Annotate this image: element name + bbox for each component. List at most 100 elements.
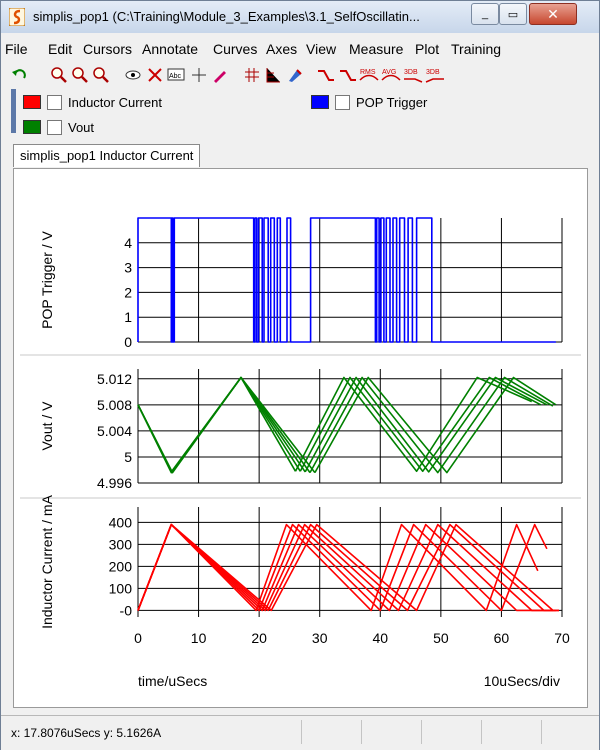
svg-text:3DB: 3DB — [404, 69, 418, 76]
y-tick-label: 4 — [124, 235, 132, 251]
rms-icon[interactable]: RMS — [359, 65, 379, 85]
y-tick-label: 5.008 — [97, 397, 132, 413]
minimize-button[interactable]: _ — [471, 3, 499, 25]
legend-item-inductor-current[interactable]: Inductor Current — [23, 93, 162, 111]
series-line — [137, 376, 306, 473]
simplis-app-icon — [9, 8, 25, 26]
x-tick-label: 30 — [312, 630, 328, 646]
y-tick-label: 2 — [124, 284, 132, 300]
svg-text:Abc: Abc — [169, 73, 182, 80]
x-axis-label: time/uSecs — [138, 673, 207, 689]
y-tick-label: 3 — [124, 260, 132, 276]
series-line — [137, 217, 556, 343]
series-line — [137, 523, 539, 612]
svg-text:3DB: 3DB — [426, 69, 440, 76]
y-tick-label: 5.004 — [97, 423, 132, 439]
pop-trigger-label: POP Trigger — [356, 94, 428, 110]
avg-icon[interactable]: AVG — [381, 65, 401, 85]
plot-panel-0: 0 1 2 3 4 POP Trigger / V — [39, 217, 563, 350]
plot-panel-2: -0 100 200 300 400 Inductor Current / mA — [39, 494, 563, 629]
plot-panel-1: 4.996 5 5.004 5.008 5.012 Vout / V — [39, 369, 563, 491]
eye-icon[interactable] — [123, 65, 143, 85]
menu-plot[interactable]: Plot — [415, 41, 440, 57]
menu-file[interactable]: File — [5, 41, 28, 57]
x-division-label: 10uSecs/div — [484, 673, 560, 689]
inductor-current-checkbox[interactable] — [47, 94, 62, 110]
paint-icon[interactable] — [285, 65, 305, 85]
waveform-chart[interactable]: 0 1 2 3 4 POP Trigger / V 4.996 5 5.004 5.008 5.01… — [14, 169, 587, 707]
menu-view[interactable]: View — [306, 41, 337, 57]
3db-high-icon[interactable]: 3DB — [425, 65, 445, 85]
vout-label: Vout — [68, 119, 95, 135]
maximize-button[interactable]: ▭ — [499, 3, 527, 25]
grid-icon[interactable] — [242, 65, 262, 85]
inductor-current-label: Inductor Current — [68, 94, 162, 110]
menu-axes[interactable]: Axes — [266, 41, 298, 57]
legend-scroll-handle[interactable] — [11, 89, 16, 133]
vout-swatch — [23, 120, 41, 134]
menu-cursors[interactable]: Cursors — [83, 41, 133, 57]
y-tick-label: 5.012 — [97, 371, 132, 387]
status-cell — [301, 720, 302, 744]
series-line — [294, 376, 533, 473]
status-cell — [421, 720, 422, 744]
x-tick-label: 20 — [251, 630, 267, 646]
curve-legend: Inductor Current POP Trigger Vout — [11, 89, 599, 137]
cursor-icon[interactable] — [189, 65, 209, 85]
x-tick-label: 0 — [134, 630, 142, 646]
x-tick-label: 70 — [554, 630, 570, 646]
delete-curve-icon[interactable] — [145, 65, 165, 85]
zoom-fit-icon[interactable] — [91, 65, 111, 85]
series-line — [309, 376, 554, 474]
tab-simplis-pop1-inductor-current[interactable]: simplis_pop1 Inductor Current — [13, 144, 201, 167]
menu-annotate[interactable]: Annotate — [142, 41, 199, 57]
menu-edit[interactable]: Edit — [48, 41, 73, 57]
inductor-current-swatch — [23, 95, 41, 109]
undo-arrow-icon[interactable] — [9, 65, 29, 85]
window-title: simplis_pop1 (C:\Training\Module_3_Examp… — [33, 9, 420, 24]
y-axis-label: Inductor Current / mA — [39, 494, 55, 628]
x-tick-label: 50 — [433, 630, 449, 646]
zoom-out-icon[interactable] — [70, 65, 90, 85]
edit-icon[interactable] — [210, 65, 230, 85]
legend-item-vout[interactable]: Vout — [23, 118, 94, 136]
axis-icon[interactable] — [263, 65, 283, 85]
y-tick-label: 200 — [109, 558, 133, 574]
status-cell — [541, 720, 542, 744]
x-tick-label: 40 — [372, 630, 388, 646]
3db-low-icon[interactable]: 3DB — [403, 65, 423, 85]
x-tick-label: 60 — [494, 630, 510, 646]
toolbar: Abc RMS AVG 3DB 3DB — [9, 65, 599, 87]
y-tick-label: 0 — [124, 334, 132, 350]
series-line — [304, 376, 548, 473]
series-line — [137, 523, 556, 612]
series-line — [137, 523, 559, 612]
title-bar[interactable]: simplis_pop1 (C:\Training\Module_3_Examp… — [1, 1, 599, 33]
y-tick-label: 100 — [109, 580, 133, 596]
svg-text:AVG: AVG — [382, 69, 396, 76]
y-axis-label: Vout / V — [39, 401, 55, 451]
y-tick-label: -0 — [120, 602, 133, 618]
menu-curves[interactable]: Curves — [213, 41, 258, 57]
pop-trigger-checkbox[interactable] — [335, 94, 350, 110]
cursor-readout: x: 17.8076uSecs y: 5.1626A — [11, 726, 162, 740]
menu-measure[interactable]: Measure — [349, 41, 404, 57]
zoom-in-icon[interactable] — [49, 65, 69, 85]
series-line — [137, 523, 559, 612]
y-axis-label: POP Trigger / V — [39, 230, 55, 328]
y-tick-label: 400 — [109, 514, 133, 530]
menu-training[interactable]: Training — [451, 41, 502, 57]
status-cell — [481, 720, 482, 744]
close-button[interactable]: ✕ — [529, 3, 577, 25]
svg-text:RMS: RMS — [360, 69, 376, 76]
status-bar: x: 17.8076uSecs y: 5.1626A — [1, 715, 599, 750]
rise-measure-icon[interactable] — [316, 65, 336, 85]
legend-item-pop-trigger[interactable]: POP Trigger — [311, 93, 427, 111]
vout-checkbox[interactable] — [47, 119, 62, 135]
y-tick-label: 5 — [124, 449, 132, 465]
label-icon[interactable]: Abc — [166, 65, 186, 85]
y-tick-label: 4.996 — [97, 475, 132, 491]
fall-measure-icon[interactable] — [338, 65, 358, 85]
plot-area[interactable]: 0 1 2 3 4 POP Trigger / V 4.996 5 5.004 5.008 5.01… — [13, 168, 588, 708]
